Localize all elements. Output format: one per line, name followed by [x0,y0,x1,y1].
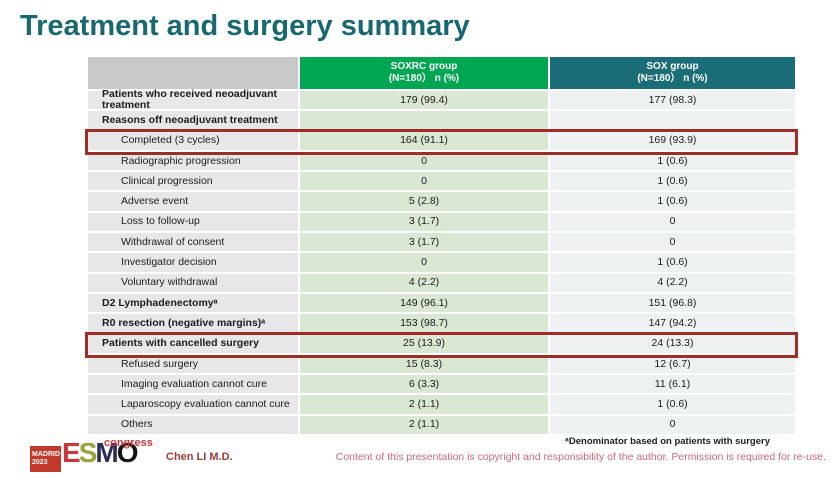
row-label: Patients who received neoadjuvant treatm… [88,89,298,111]
sox-value: 1 (0.6) [550,151,795,171]
table-row: Loss to follow-up 3 (1.7) 0 [88,212,795,234]
sox-value: 147 (94.2) [550,314,795,333]
sox-value: 1 (0.6) [550,253,795,272]
soxrc-value: 0 [300,253,548,272]
header-soxrc-sublabel: (N=180） n (%) [388,73,460,84]
table-row: Withdrawal of consent 3 (1.7) 0 [88,233,795,254]
esmo-logo: ESMO [62,437,139,468]
row-label: Completed (3 cycles) [88,131,298,150]
table-row: Voluntary withdrawal 4 (2.2) 4 (2.2) [88,273,795,294]
soxrc-value [300,111,548,130]
table-body: Patients who received neoadjuvant treatm… [85,89,798,437]
soxrc-value: 15 (8.3) [300,354,548,374]
esmo-letter-s: S [78,437,98,468]
header-sox-label: SOX group [646,61,699,72]
soxrc-value: 6 (3.3) [300,375,548,394]
row-label: Imaging evaluation cannot cure [88,375,298,394]
table-row: Completed (3 cycles) 164 (91.1) 169 (93.… [85,128,798,155]
sox-value: 11 (6.1) [550,375,795,394]
soxrc-value: 25 (13.9) [300,334,548,353]
soxrc-value: 2 (1.1) [300,415,548,435]
soxrc-value: 3 (1.7) [300,212,548,232]
sox-value: 177 (98.3) [550,91,795,110]
esmo-letter-m: M [95,437,118,468]
row-label: Laparoscopy evaluation cannot cure [88,395,298,414]
soxrc-value: 2 (1.1) [300,395,548,414]
row-label: Reasons off neoadjuvant treatment [88,111,298,130]
soxrc-value: 164 (91.1) [300,131,548,150]
row-label: Others [88,415,298,435]
soxrc-value: 149 (96.1) [300,293,548,313]
soxrc-value: 179 (99.4) [300,91,548,110]
sox-value: 0 [550,233,795,252]
sox-value: 0 [550,415,795,435]
table-row: Others 2 (1.1) 0 [88,415,795,437]
header-soxrc-group: SOXRC group (N=180） n (%) [300,57,548,89]
row-label: Investigator decision [88,253,298,272]
soxrc-value: 0 [300,172,548,191]
header-empty-cell [88,57,298,89]
esmo-letter-e: E [62,437,81,468]
soxrc-value: 0 [300,151,548,171]
copyright-notice: Content of this presentation is copyrigh… [335,451,826,463]
row-label: Loss to follow-up [88,212,298,232]
sox-value: 12 (6.7) [550,354,795,374]
table-row: Radiographic progression 0 1 (0.6) [88,151,795,173]
row-label: Withdrawal of consent [88,233,298,252]
esmo-letter-o: O [116,437,139,468]
row-label: R0 resection (negative margins)ᵃ [88,314,298,333]
sox-value: 24 (13.3) [550,334,795,353]
sox-value [550,111,795,130]
row-label: Voluntary withdrawal [88,273,298,292]
table-row: R0 resection (negative margins)ᵃ 153 (98… [88,314,795,335]
congress-label: congress [104,437,153,449]
row-label: D2 Lymphadenectomyᵃ [88,293,298,313]
table-row: Clinical progression 0 1 (0.6) [88,172,795,193]
header-soxrc-label: SOXRC group [390,61,458,72]
badge-city: MADRID [32,451,60,458]
denominator-footnote: ᵃDenominator based on patients with surg… [565,436,770,447]
table-row: Adverse event 5 (2.8) 1 (0.6) [88,192,795,213]
soxrc-value: 153 (98.7) [300,314,548,333]
slide-title: Treatment and surgery summary [20,10,470,42]
sox-value: 151 (96.8) [550,293,795,313]
sox-value: 0 [550,212,795,232]
row-label: Adverse event [88,192,298,211]
row-label: Patients with cancelled surgery [88,334,298,353]
summary-table: SOXRC group (N=180） n (%) SOX group (N=1… [85,57,798,437]
soxrc-value: 5 (2.8) [300,192,548,211]
sox-value: 169 (93.9) [550,131,795,150]
table-row: Laparoscopy evaluation cannot cure 2 (1.… [88,395,795,416]
sox-value: 1 (0.6) [550,172,795,191]
table-row: Refused surgery 15 (8.3) 12 (6.7) [88,354,795,376]
table-row: Investigator decision 0 1 (0.6) [88,253,795,274]
header-sox-group: SOX group (N=180） n (%) [550,57,795,89]
row-label: Refused surgery [88,354,298,374]
sox-value: 4 (2.2) [550,273,795,292]
table-row: Imaging evaluation cannot cure 6 (3.3) 1… [88,375,795,396]
row-label: Clinical progression [88,172,298,191]
table-row: D2 Lymphadenectomyᵃ 149 (96.1) 151 (96.8… [88,293,795,315]
soxrc-value: 4 (2.2) [300,273,548,292]
header-sox-sublabel: (N=180） n (%) [637,73,708,84]
table-header: SOXRC group (N=180） n (%) SOX group (N=1… [88,57,795,89]
table-row: Reasons off neoadjuvant treatment [88,111,795,132]
table-row: Patients who received neoadjuvant treatm… [88,89,795,112]
presenter-name: Chen LI M.D. [166,451,233,463]
badge-year: 2023 [32,459,48,466]
table-row: Patients with cancelled surgery 25 (13.9… [85,331,798,358]
madrid-2023-badge: MADRID 2023 [30,446,61,472]
sox-value: 1 (0.6) [550,395,795,414]
sox-value: 1 (0.6) [550,192,795,211]
row-label: Radiographic progression [88,151,298,171]
soxrc-value: 3 (1.7) [300,233,548,252]
